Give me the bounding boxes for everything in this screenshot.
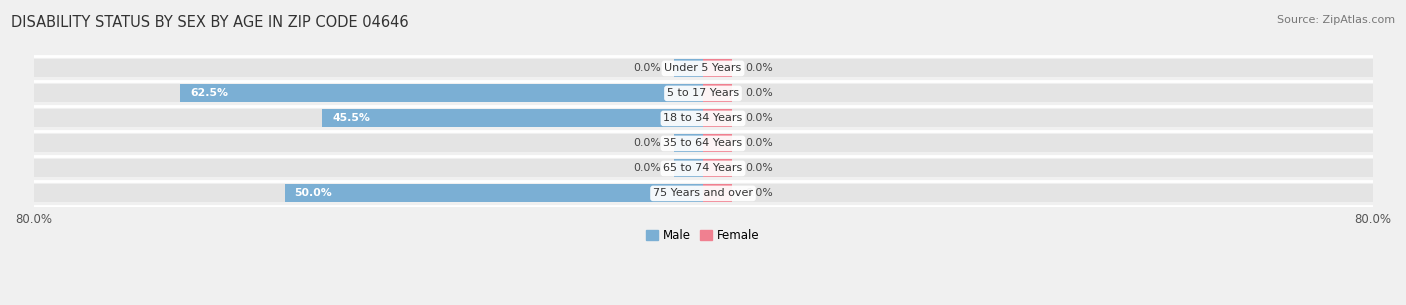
Text: 0.0%: 0.0% xyxy=(634,138,661,149)
Bar xyxy=(34,59,1372,77)
Bar xyxy=(34,135,1372,152)
Bar xyxy=(180,84,703,102)
Bar xyxy=(703,135,733,152)
Text: 35 to 64 Years: 35 to 64 Years xyxy=(664,138,742,149)
Text: 75 Years and over: 75 Years and over xyxy=(652,188,754,198)
Bar xyxy=(673,59,703,77)
Bar xyxy=(673,135,703,152)
Bar xyxy=(703,59,733,77)
Bar xyxy=(34,160,1372,178)
Text: 0.0%: 0.0% xyxy=(634,163,661,174)
Text: 0.0%: 0.0% xyxy=(745,88,772,99)
Bar xyxy=(673,160,703,178)
Bar xyxy=(703,185,733,203)
Bar xyxy=(34,84,1372,102)
Bar xyxy=(703,160,733,178)
Text: 0.0%: 0.0% xyxy=(745,188,772,198)
Text: 45.5%: 45.5% xyxy=(332,113,370,124)
Text: 65 to 74 Years: 65 to 74 Years xyxy=(664,163,742,174)
Text: 0.0%: 0.0% xyxy=(745,163,772,174)
Bar xyxy=(34,185,1372,203)
Text: 18 to 34 Years: 18 to 34 Years xyxy=(664,113,742,124)
Text: 0.0%: 0.0% xyxy=(634,63,661,74)
Bar xyxy=(284,185,703,203)
Text: 50.0%: 50.0% xyxy=(295,188,332,198)
Bar xyxy=(703,109,733,127)
Bar xyxy=(703,84,733,102)
Text: DISABILITY STATUS BY SEX BY AGE IN ZIP CODE 04646: DISABILITY STATUS BY SEX BY AGE IN ZIP C… xyxy=(11,15,409,30)
Text: 5 to 17 Years: 5 to 17 Years xyxy=(666,88,740,99)
Text: Under 5 Years: Under 5 Years xyxy=(665,63,741,74)
Bar xyxy=(34,109,1372,127)
Legend: Male, Female: Male, Female xyxy=(641,224,765,247)
Text: 62.5%: 62.5% xyxy=(190,88,228,99)
Bar xyxy=(322,109,703,127)
Text: 0.0%: 0.0% xyxy=(745,113,772,124)
Text: 0.0%: 0.0% xyxy=(745,63,772,74)
Text: 0.0%: 0.0% xyxy=(745,138,772,149)
Text: Source: ZipAtlas.com: Source: ZipAtlas.com xyxy=(1277,15,1395,25)
